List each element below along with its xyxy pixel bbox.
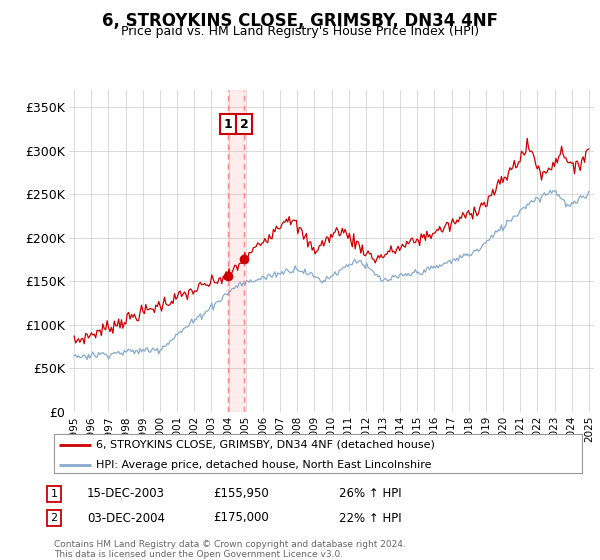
Text: 6, STROYKINS CLOSE, GRIMSBY, DN34 4NF: 6, STROYKINS CLOSE, GRIMSBY, DN34 4NF (102, 12, 498, 30)
Text: Contains HM Land Registry data © Crown copyright and database right 2024.: Contains HM Land Registry data © Crown c… (54, 540, 406, 549)
Text: This data is licensed under the Open Government Licence v3.0.: This data is licensed under the Open Gov… (54, 550, 343, 559)
Bar (228, 90, 244, 412)
Text: £155,950: £155,950 (213, 487, 269, 501)
Text: 26% ↑ HPI: 26% ↑ HPI (339, 487, 401, 501)
Text: 22% ↑ HPI: 22% ↑ HPI (339, 511, 401, 525)
Text: 1: 1 (50, 489, 58, 499)
Text: 15-DEC-2003: 15-DEC-2003 (87, 487, 165, 501)
Text: 6, STROYKINS CLOSE, GRIMSBY, DN34 4NF (detached house): 6, STROYKINS CLOSE, GRIMSBY, DN34 4NF (d… (96, 440, 435, 450)
Text: 2: 2 (240, 118, 249, 131)
Text: 1: 1 (223, 118, 232, 131)
Text: Price paid vs. HM Land Registry's House Price Index (HPI): Price paid vs. HM Land Registry's House … (121, 25, 479, 38)
Text: HPI: Average price, detached house, North East Lincolnshire: HPI: Average price, detached house, Nort… (96, 460, 432, 470)
Text: 2: 2 (50, 513, 58, 523)
Text: £175,000: £175,000 (213, 511, 269, 525)
Text: 03-DEC-2004: 03-DEC-2004 (87, 511, 165, 525)
